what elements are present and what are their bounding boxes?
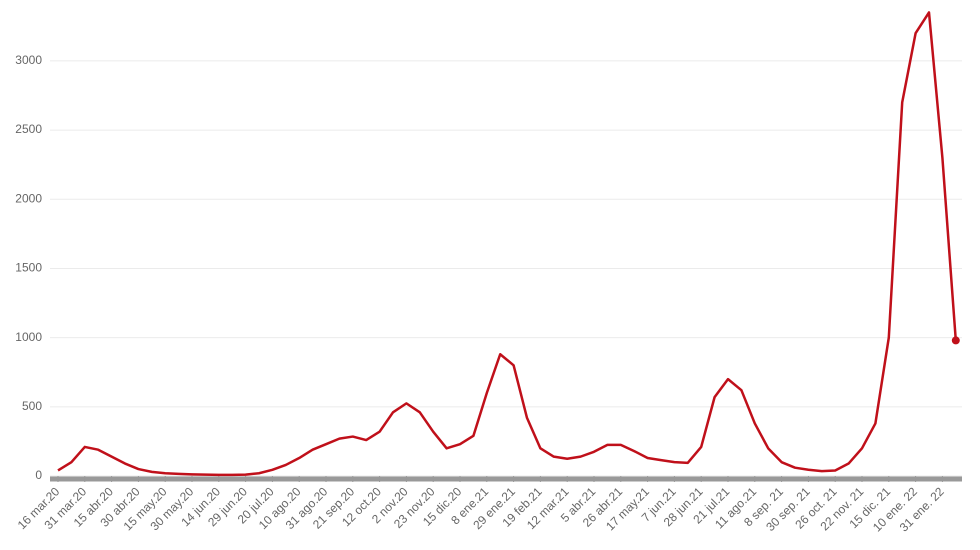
y-tick-label: 2000 [15, 191, 42, 205]
data-line [57, 11, 958, 477]
y-tick-label: 1500 [15, 261, 42, 275]
y-tick-label: 2500 [15, 122, 42, 136]
y-tick-label: 1000 [15, 330, 42, 344]
y-tick-label: 0 [35, 468, 42, 482]
y-tick-label: 3000 [15, 53, 42, 67]
y-tick-label: 500 [22, 399, 42, 413]
end-point [951, 336, 960, 345]
